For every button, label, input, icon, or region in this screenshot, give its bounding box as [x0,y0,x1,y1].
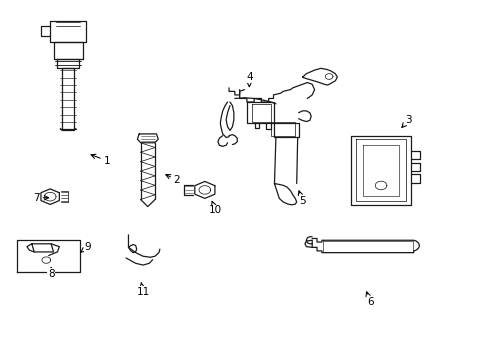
Text: 1: 1 [91,154,110,166]
Text: 7: 7 [33,193,48,203]
Text: 6: 6 [365,292,373,307]
Text: 11: 11 [136,283,149,297]
Text: 5: 5 [298,191,305,206]
Text: 4: 4 [245,72,252,87]
Text: 9: 9 [81,242,90,252]
Text: 8: 8 [48,268,54,279]
Text: 3: 3 [401,115,411,127]
Text: 2: 2 [165,175,180,185]
Text: 10: 10 [208,201,222,215]
